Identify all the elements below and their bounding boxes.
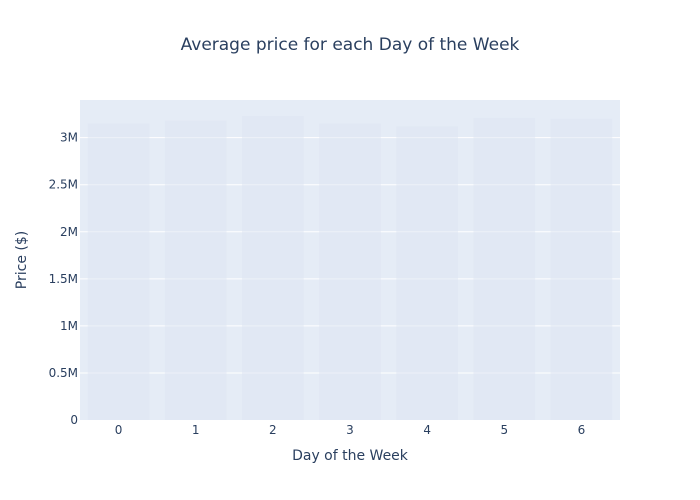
y-tick-label: 2M <box>60 225 78 239</box>
bar-6 <box>550 118 613 420</box>
chart-title: Average price for each Day of the Week <box>181 35 520 55</box>
y-tick-label: 1M <box>60 319 78 333</box>
x-tick-label: 3 <box>346 423 354 437</box>
x-tick-label: 6 <box>578 423 586 437</box>
bar-3 <box>319 123 381 420</box>
x-axis-ticks: 0 1 2 3 4 5 6 <box>115 423 585 437</box>
bar-4 <box>396 126 458 421</box>
y-tick-label: 0 <box>70 413 78 427</box>
bar-0 <box>87 123 150 420</box>
x-tick-label: 1 <box>192 423 200 437</box>
y-tick-label: 0.5M <box>49 366 78 380</box>
bar-1 <box>164 120 227 421</box>
x-tick-label: 4 <box>423 423 431 437</box>
bars <box>87 116 613 421</box>
x-tick-label: 0 <box>115 423 123 437</box>
y-tick-label: 3M <box>60 131 78 145</box>
y-tick-label: 1.5M <box>49 272 78 286</box>
y-axis-ticks: 0 0.5M 1M 1.5M 2M 2.5M 3M <box>49 131 78 427</box>
x-tick-label: 2 <box>269 423 277 437</box>
x-tick-label: 5 <box>500 423 508 437</box>
bar-5 <box>473 117 536 420</box>
bar-2 <box>242 116 304 420</box>
y-tick-label: 2.5M <box>49 178 78 192</box>
x-axis-title: Day of the Week <box>292 448 409 464</box>
y-axis-title: Price ($) <box>14 231 30 289</box>
